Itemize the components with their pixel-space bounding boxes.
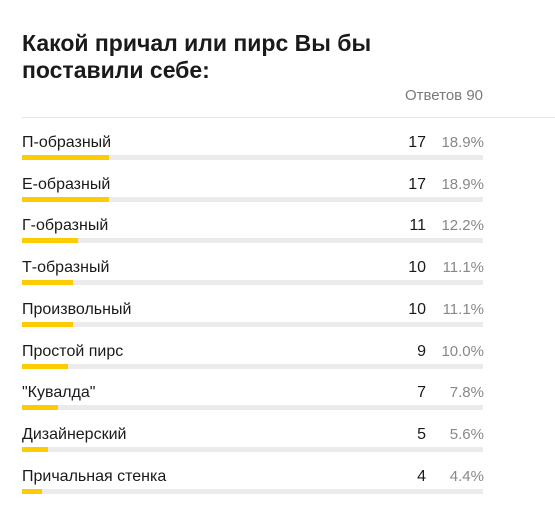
result-row: Е-образный 17 18.9% <box>22 172 484 202</box>
bar-fill <box>22 446 48 452</box>
option-label: Е-образный <box>22 175 111 193</box>
vote-count: 10 <box>408 259 426 277</box>
result-row: Простой пирс 9 10.0% <box>22 339 484 369</box>
bar-fill <box>22 488 43 494</box>
vote-percent: 11.1% <box>442 300 484 318</box>
vote-percent: 7.8% <box>449 384 484 402</box>
bar-track <box>22 280 483 286</box>
result-row: П-образный 17 18.9% <box>22 130 484 160</box>
option-label: Причальная стенка <box>22 467 167 485</box>
vote-count: 7 <box>417 384 426 402</box>
poll-question: Какой причал или пирс Вы бы поставили се… <box>22 30 372 83</box>
bar-track <box>22 446 483 452</box>
vote-percent: 4.4% <box>449 467 484 485</box>
result-row: Причальная стенка 4 4.4% <box>22 464 484 494</box>
option-label: Т-образный <box>22 259 110 277</box>
result-row: Г-образный 11 12.2% <box>22 213 484 244</box>
vote-count: 11 <box>409 217 426 235</box>
vote-count: 9 <box>417 342 426 360</box>
total-answers: Ответов 90 <box>404 87 483 104</box>
option-label: Дизайнерский <box>22 425 127 443</box>
bar-track <box>22 238 483 244</box>
vote-count: 10 <box>408 300 426 318</box>
bar-track <box>22 196 483 202</box>
bar-track <box>22 155 483 160</box>
vote-percent: 18.9% <box>441 134 484 151</box>
bar-track <box>22 405 483 411</box>
bar-fill <box>22 155 110 160</box>
bar-fill <box>22 405 58 411</box>
vote-percent: 12.2% <box>441 217 484 235</box>
vote-count: 4 <box>417 467 426 485</box>
option-label: Простой пирс <box>22 342 124 360</box>
bar-fill <box>22 280 74 286</box>
vote-count: 17 <box>408 134 426 151</box>
option-label: Произвольный <box>22 300 132 318</box>
option-label: П-образный <box>22 134 112 151</box>
result-row: Т-образный 10 11.1% <box>22 255 484 286</box>
vote-count: 5 <box>417 425 426 443</box>
bar-fill <box>22 321 74 327</box>
vote-percent: 10.0% <box>441 342 484 360</box>
vote-percent: 11.1% <box>442 259 484 277</box>
option-label: "Кувалда" <box>22 384 96 402</box>
bar-fill <box>22 196 110 202</box>
option-label: Г-образный <box>22 217 109 235</box>
bar-track <box>22 321 483 327</box>
vote-percent: 18.9% <box>441 175 484 193</box>
result-row: Произвольный 10 11.1% <box>22 297 484 327</box>
header-divider <box>22 117 555 118</box>
result-row: Дизайнерский 5 5.6% <box>22 422 484 452</box>
result-row: "Кувалда" 7 7.8% <box>22 380 484 411</box>
bar-track <box>22 363 483 369</box>
bar-fill <box>22 363 69 369</box>
bar-track <box>22 488 483 494</box>
vote-percent: 5.6% <box>449 425 484 443</box>
bar-fill <box>22 238 79 244</box>
vote-count: 17 <box>408 175 426 193</box>
